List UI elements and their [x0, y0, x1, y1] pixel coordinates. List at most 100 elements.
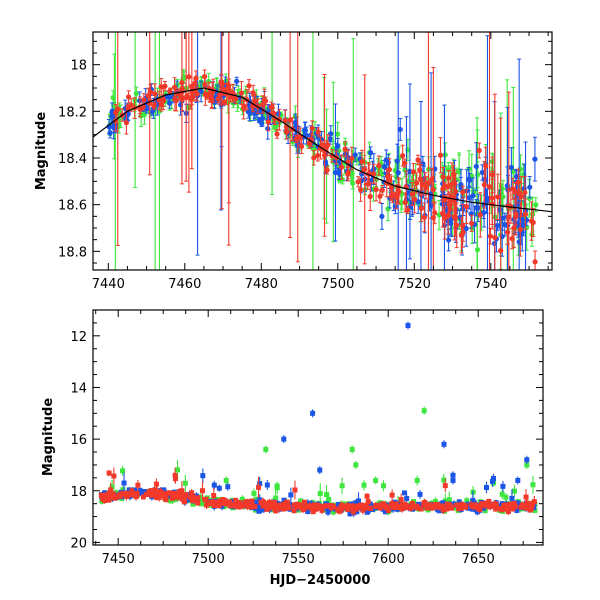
data-point: [385, 504, 391, 510]
data-point: [468, 502, 474, 508]
data-point: [254, 496, 260, 502]
data-point: [456, 506, 462, 512]
data-point: [139, 491, 145, 497]
data-point: [133, 90, 139, 97]
data-point: [381, 483, 387, 489]
data-point: [258, 499, 264, 505]
data-point: [302, 127, 308, 133]
data-point: [179, 80, 185, 86]
data-point: [483, 163, 489, 169]
data-point: [454, 222, 460, 228]
x-tick-label: 7440: [92, 277, 125, 292]
data-point: [102, 498, 108, 504]
data-point: [251, 490, 257, 496]
data-point: [470, 192, 476, 199]
data-point: [446, 497, 452, 503]
data-point: [379, 187, 385, 193]
data-point: [469, 220, 475, 226]
data-point: [532, 508, 538, 514]
data-point: [271, 499, 277, 505]
data-point: [521, 186, 527, 192]
data-point: [442, 152, 448, 158]
data-point: [509, 495, 515, 501]
data-point: [302, 499, 308, 505]
data-point: [238, 90, 245, 96]
data-point: [442, 483, 448, 489]
data-point: [395, 169, 401, 176]
data-point: [109, 484, 115, 490]
data-point: [523, 505, 529, 511]
trend-line: [93, 87, 552, 213]
data-point: [227, 502, 233, 508]
data-point: [486, 498, 492, 504]
data-point: [218, 499, 224, 505]
data-point: [360, 507, 366, 513]
data-point: [454, 502, 460, 508]
data-point: [414, 180, 420, 186]
data-point: [352, 152, 358, 158]
data-point: [123, 491, 129, 497]
data-point: [531, 499, 537, 505]
data-point: [141, 97, 147, 103]
data-point: [361, 482, 367, 488]
data-point: [356, 498, 362, 504]
data-point: [189, 490, 195, 496]
data-point: [108, 487, 114, 493]
data-point: [357, 502, 363, 508]
data-point: [257, 481, 263, 487]
data-point: [338, 504, 344, 510]
data-point: [137, 487, 143, 493]
data-point: [411, 196, 418, 202]
y-tick-label: 18.6: [58, 199, 87, 214]
data-point: [170, 490, 176, 496]
data-point: [250, 90, 256, 96]
data-point: [195, 495, 201, 501]
data-point: [140, 494, 146, 500]
data-point: [199, 488, 205, 494]
data-point: [491, 476, 497, 482]
data-point: [373, 186, 379, 193]
data-point: [503, 494, 509, 500]
data-point: [418, 506, 424, 512]
data-point: [200, 473, 206, 479]
data-point: [415, 505, 421, 511]
data-point: [397, 126, 403, 133]
data-point: [204, 502, 210, 508]
data-point: [514, 500, 520, 506]
data-point: [201, 73, 208, 80]
data-point: [192, 498, 198, 504]
data-point: [216, 503, 222, 509]
data-point: [181, 499, 187, 505]
data-point: [408, 505, 414, 511]
data-point: [115, 493, 121, 499]
data-point: [410, 169, 417, 175]
data-point: [166, 100, 173, 106]
data-point: [321, 152, 328, 158]
data-point: [514, 507, 520, 513]
data-point: [287, 117, 293, 123]
data-point: [400, 153, 406, 159]
data-point: [511, 225, 517, 231]
data-point: [274, 485, 280, 491]
data-point: [354, 509, 360, 515]
data-point: [388, 185, 395, 191]
data-point: [350, 509, 356, 515]
top-data-points: [93, 32, 552, 270]
data-point: [365, 499, 371, 505]
data-point: [221, 497, 227, 503]
data-point: [388, 193, 395, 199]
data-point: [106, 470, 112, 476]
data-point: [257, 508, 263, 514]
data-point: [133, 494, 139, 500]
data-point: [473, 163, 479, 170]
data-point: [244, 502, 250, 508]
data-point: [533, 202, 539, 208]
data-point: [451, 214, 457, 220]
data-point: [511, 488, 517, 494]
data-point: [437, 152, 444, 158]
data-point: [315, 152, 321, 159]
data-point: [330, 509, 336, 515]
data-point: [493, 506, 499, 512]
data-point: [327, 136, 333, 142]
